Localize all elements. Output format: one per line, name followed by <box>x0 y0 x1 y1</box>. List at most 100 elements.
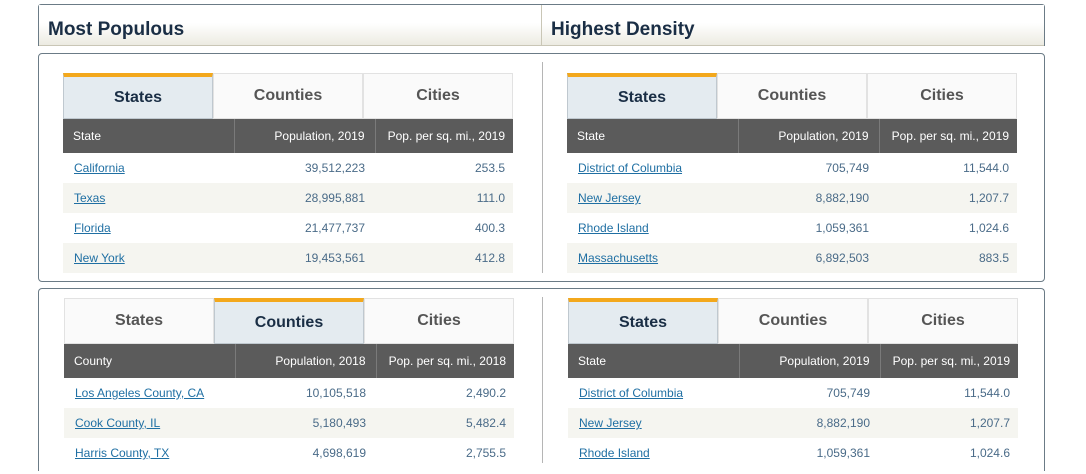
location-link[interactable]: Florida <box>74 221 111 235</box>
most-populous-widget-2: States Counties Cities County Population, 20… <box>64 298 514 468</box>
density-cell: 2,755.5 <box>465 446 506 460</box>
tab-cities[interactable]: Cities <box>363 73 513 119</box>
density-cell: 1,207.7 <box>968 191 1009 205</box>
panel-divider <box>542 62 543 273</box>
table-header-row: County Population, 2018 Pop. per sq. mi., … <box>64 344 514 378</box>
tab-cities[interactable]: Cities <box>364 298 514 344</box>
density-cell: 5,482.4 <box>465 416 506 430</box>
name-cell: New York <box>63 243 234 273</box>
column-header: State <box>568 344 740 378</box>
population-cell: 19,453,561 <box>304 251 365 265</box>
location-link[interactable]: New Jersey <box>579 416 642 430</box>
column-header: Population, 2019 <box>739 344 881 378</box>
tab-counties[interactable]: Counties <box>213 73 363 119</box>
population-cell: 1,059,361 <box>816 446 870 460</box>
tab-states[interactable]: States <box>568 298 718 344</box>
density-cell: 400.3 <box>474 221 505 235</box>
table-row: Massachusetts 6,892,503 883.5 <box>567 243 1017 273</box>
panel-divider <box>542 297 543 463</box>
tab-counties[interactable]: Counties <box>717 73 867 119</box>
data-table: State Population, 2019 Pop. per sq. mi., 2… <box>567 119 1017 273</box>
location-link[interactable]: Harris County, TX <box>75 446 170 460</box>
name-cell: Massachusetts <box>567 243 738 273</box>
table-row: Texas 28,995,881 111.0 <box>63 183 513 213</box>
density-cell: 1,207.7 <box>969 416 1010 430</box>
population-cell: 5,180,493 <box>312 416 366 430</box>
density-cell: 883.5 <box>978 251 1009 265</box>
location-link[interactable]: California <box>74 161 125 175</box>
table-row: New York 19,453,561 412.8 <box>63 243 513 273</box>
density-cell: 111.0 <box>476 191 505 205</box>
panel-row-2: States Counties Cities County Population, 20… <box>38 288 1045 471</box>
location-link[interactable]: Massachusetts <box>578 251 659 265</box>
name-cell: New Jersey <box>567 183 738 213</box>
population-cell: 1,059,361 <box>815 221 869 235</box>
table-header-row: State Population, 2019 Pop. per sq. mi., 2… <box>63 119 513 153</box>
population-cell: 8,882,190 <box>816 416 870 430</box>
density-cell: 2,490.2 <box>465 386 506 400</box>
location-link[interactable]: Rhode Island <box>579 446 650 460</box>
tab-bar: States Counties Cities <box>568 298 1018 344</box>
population-cell: 705,749 <box>826 386 870 400</box>
tab-counties[interactable]: Counties <box>214 298 364 344</box>
population-cell: 4,698,619 <box>312 446 366 460</box>
density-cell: 11,544.0 <box>964 386 1010 400</box>
name-cell: Texas <box>63 183 234 213</box>
name-cell: Florida <box>63 213 234 243</box>
table-row: Los Angeles County, CA 10,105,518 2,490.2 <box>64 378 514 408</box>
tab-cities[interactable]: Cities <box>867 73 1017 119</box>
name-cell: California <box>63 153 234 183</box>
location-link[interactable]: New York <box>74 251 125 265</box>
population-cell: 8,882,190 <box>815 191 869 205</box>
column-header: Pop. per sq. mi., 2019 <box>892 354 1010 368</box>
location-link[interactable]: District of Columbia <box>578 161 683 175</box>
table-row: New Jersey 8,882,190 1,207.7 <box>568 408 1018 438</box>
table-row: California 39,512,223 253.5 <box>63 153 513 183</box>
column-header: Pop. per sq. mi., 2018 <box>388 354 506 368</box>
name-cell: Rhode Island <box>568 438 739 468</box>
tab-states[interactable]: States <box>64 298 214 344</box>
tab-bar: States Counties Cities <box>64 298 514 344</box>
location-link[interactable]: Los Angeles County, CA <box>75 386 205 400</box>
table-row: District of Columbia 705,749 11,544.0 <box>568 378 1018 408</box>
column-header: Population, 2019 <box>738 119 880 153</box>
population-cell: 39,512,223 <box>304 161 365 175</box>
name-cell: New Jersey <box>568 408 739 438</box>
tab-cities[interactable]: Cities <box>868 298 1018 344</box>
data-table: State Population, 2019 Pop. per sq. mi., 2… <box>568 344 1018 468</box>
table-header-row: State Population, 2019 Pop. per sq. mi., 2… <box>568 344 1018 378</box>
highest-density-header: Highest Density <box>541 5 1044 46</box>
density-cell: 1,024.6 <box>968 221 1009 235</box>
population-cell: 705,749 <box>825 161 869 175</box>
column-header: Pop. per sq. mi., 2019 <box>387 129 505 143</box>
name-cell: District of Columbia <box>568 378 739 408</box>
table-row: Harris County, TX 4,698,619 2,755.5 <box>64 438 514 468</box>
name-cell: District of Columbia <box>567 153 738 183</box>
table-row: Rhode Island 1,059,361 1,024.6 <box>568 438 1018 468</box>
table-header-row: State Population, 2019 Pop. per sq. mi., 2… <box>567 119 1017 153</box>
location-link[interactable]: Texas <box>74 191 106 205</box>
density-cell: 1,024.6 <box>969 446 1010 460</box>
column-header: Pop. per sq. mi., 2019 <box>891 129 1009 143</box>
table-row: Cook County, IL 5,180,493 5,482.4 <box>64 408 514 438</box>
location-link[interactable]: Cook County, IL <box>75 416 161 430</box>
column-header: Population, 2019 <box>234 119 376 153</box>
table-row: Florida 21,477,737 400.3 <box>63 213 513 243</box>
panel-row-1: States Counties Cities State Population, 201… <box>38 53 1045 282</box>
location-link[interactable]: Rhode Island <box>578 221 649 235</box>
name-cell: Cook County, IL <box>64 408 235 438</box>
tab-states[interactable]: States <box>63 73 213 119</box>
most-populous-widget-1: States Counties Cities State Population, 201… <box>63 73 513 273</box>
location-link[interactable]: District of Columbia <box>579 386 684 400</box>
name-cell: Harris County, TX <box>64 438 235 468</box>
name-cell: Rhode Island <box>567 213 738 243</box>
most-populous-title: Most Populous <box>48 19 185 40</box>
tab-counties[interactable]: Counties <box>718 298 868 344</box>
tab-states[interactable]: States <box>567 73 717 119</box>
density-cell: 412.8 <box>474 251 505 265</box>
location-link[interactable]: New Jersey <box>578 191 641 205</box>
population-cell: 28,995,881 <box>304 191 365 205</box>
column-header: State <box>63 119 235 153</box>
table-row: District of Columbia 705,749 11,544.0 <box>567 153 1017 183</box>
tab-bar: States Counties Cities <box>63 73 513 119</box>
